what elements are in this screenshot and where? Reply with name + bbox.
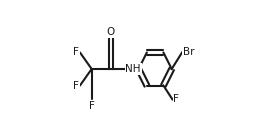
Text: F: F [73, 81, 79, 91]
Text: F: F [73, 47, 79, 57]
Text: NH: NH [125, 64, 141, 74]
Text: Br: Br [183, 47, 194, 57]
Text: O: O [107, 27, 115, 37]
Text: F: F [173, 94, 179, 104]
Text: F: F [89, 101, 95, 111]
